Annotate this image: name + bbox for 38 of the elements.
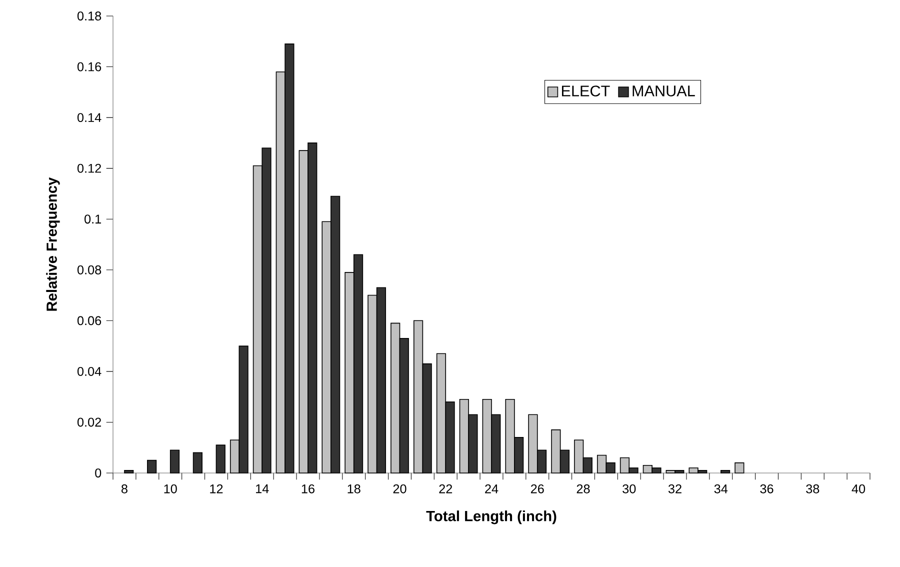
y-tick-label: 0.18: [77, 12, 102, 20]
y-tick-label: 0.02: [77, 418, 102, 427]
x-tick-label: 32: [668, 484, 682, 494]
x-tick-label: 26: [530, 484, 544, 494]
bar: [216, 444, 226, 474]
x-tick-label: 34: [714, 484, 728, 494]
x-tick-label: 30: [622, 484, 636, 494]
x-tick-label: 24: [485, 484, 498, 494]
legend-label: ELECT: [562, 86, 610, 96]
x-tick-label: 22: [439, 484, 452, 494]
x-tick-label: 14: [256, 484, 269, 494]
bar: [734, 462, 744, 474]
y-tick-label: 0.04: [77, 366, 102, 376]
x-axis-title: Total Length (inch): [426, 510, 556, 524]
x-tick-label: 36: [760, 484, 774, 494]
bar: [170, 450, 180, 474]
x-tick-label: 12: [210, 484, 223, 494]
y-tick-label: 0.1: [84, 214, 102, 224]
bar: [147, 460, 157, 474]
y-axis-title: Relative Frequency: [46, 177, 60, 311]
x-tick-label: 8: [122, 484, 128, 494]
y-tick-label: 0.06: [77, 316, 102, 326]
y-tick-label: 0.08: [77, 265, 102, 274]
bar: [124, 470, 134, 474]
y-tick-label: 0: [95, 468, 102, 478]
x-tick-label: 28: [576, 484, 590, 494]
y-tick-label: 0.12: [77, 164, 102, 173]
y-tick-label: 0.16: [77, 62, 102, 72]
bar: [192, 452, 202, 474]
legend-label: MANUAL: [632, 86, 695, 96]
x-tick-label: 16: [302, 484, 314, 494]
bar: [720, 470, 730, 474]
y-tick-label: 0.14: [77, 113, 102, 122]
x-tick-label: 20: [393, 484, 406, 494]
x-tick-label: 10: [164, 484, 177, 494]
x-tick-label: 18: [348, 484, 360, 494]
x-tick-label: 40: [852, 484, 866, 494]
x-tick-label: 38: [806, 484, 820, 494]
